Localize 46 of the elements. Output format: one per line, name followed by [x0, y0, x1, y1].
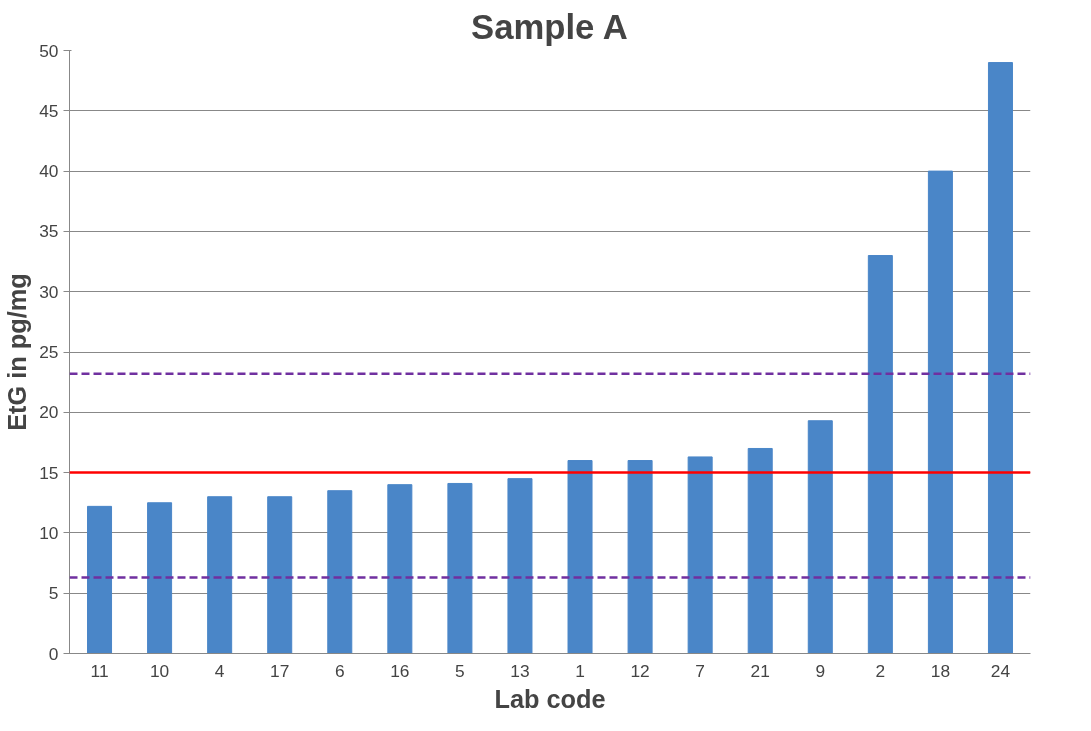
x-tick-label: 17	[270, 660, 290, 681]
x-tick-label: 6	[334, 660, 345, 681]
y-tick-label: 0	[48, 643, 59, 664]
y-tick-label: 40	[39, 161, 59, 182]
x-tick-label: 16	[390, 660, 410, 681]
y-axis-title: EtG in pg/mg	[3, 273, 32, 431]
y-tick-label: 35	[39, 221, 59, 242]
bar	[747, 447, 773, 654]
bar	[627, 460, 653, 654]
x-tick-label: 5	[455, 660, 465, 681]
y-tick-label: 50	[39, 40, 59, 61]
chart-title: Sample A	[471, 7, 628, 46]
x-axis-title: Lab code	[494, 684, 606, 713]
bar	[327, 490, 353, 654]
bar	[447, 482, 473, 654]
bar	[387, 484, 413, 654]
x-tick-label: 24	[990, 660, 1011, 681]
y-tick-label: 5	[48, 583, 59, 604]
bar	[687, 456, 713, 654]
x-tick-label: 9	[815, 660, 826, 681]
bar	[987, 62, 1013, 654]
bar	[807, 420, 833, 654]
y-tick-label: 15	[39, 462, 59, 483]
y-tick-label: 20	[39, 402, 59, 423]
x-tick-label: 13	[510, 660, 530, 681]
bar	[147, 502, 173, 654]
bar	[567, 460, 593, 654]
bar	[927, 170, 953, 654]
y-tick-label: 10	[39, 522, 59, 543]
x-tick-label: 21	[750, 660, 770, 681]
x-tick-label: 11	[90, 660, 109, 681]
bar	[207, 496, 233, 654]
x-tick-label: 7	[695, 660, 705, 681]
y-tick-label: 45	[39, 100, 59, 121]
x-tick-label: 12	[630, 660, 650, 681]
y-tick-label: 30	[39, 281, 59, 302]
bar	[267, 496, 293, 654]
x-tick-label: 4	[214, 660, 225, 681]
x-tick-label: 18	[930, 660, 951, 681]
x-tick-label: 1	[575, 660, 585, 681]
bar	[507, 478, 533, 654]
x-tick-label: 10	[149, 660, 170, 681]
bar	[87, 505, 113, 654]
bar	[867, 255, 893, 654]
x-tick-label: 2	[875, 660, 886, 681]
y-tick-label: 25	[39, 342, 59, 362]
